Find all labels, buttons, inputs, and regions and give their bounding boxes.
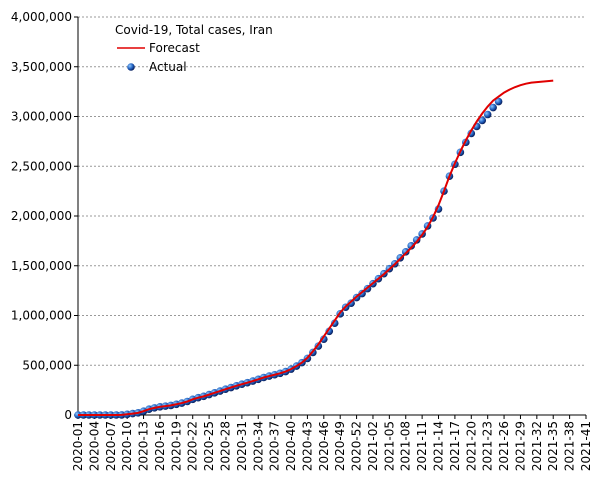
actual-point (494, 97, 503, 106)
x-tick-label: 2021-23 (481, 421, 495, 471)
x-tick-label: 2020-37 (268, 421, 282, 471)
y-tick-label: 3,000,000 (11, 110, 72, 124)
x-tick-label: 2021-05 (382, 421, 396, 471)
y-tick-label: 3,500,000 (11, 60, 72, 74)
x-tick-label: 2021-20 (464, 421, 478, 471)
x-tick-label: 2021-35 (546, 421, 560, 471)
actual-point (325, 327, 334, 336)
x-tick-label: 2020-01 (71, 421, 85, 471)
x-tick-label: 2021-32 (530, 421, 544, 471)
x-tick-label: 2021-17 (448, 421, 462, 471)
x-tick-label: 2020-46 (317, 421, 331, 471)
x-tick-label: 2020-40 (284, 421, 298, 471)
x-tick-label: 2021-08 (399, 421, 413, 471)
x-tick-label: 2020-52 (350, 421, 364, 471)
actual-point (489, 103, 497, 112)
x-tick-label: 2020-22 (186, 421, 200, 471)
x-tick-label: 2021-14 (432, 421, 446, 471)
y-tick-label: 4,000,000 (11, 10, 72, 24)
y-tick-label: 1,000,000 (11, 309, 72, 323)
x-tick-label: 2020-04 (87, 421, 101, 471)
x-tick-label: 2020-25 (202, 421, 216, 471)
legend-label: Actual (149, 60, 187, 74)
x-tick-label: 2020-10 (120, 421, 134, 471)
y-tick-label: 500,000 (22, 358, 72, 372)
actual-point (407, 242, 416, 250)
y-tick-label: 2,000,000 (11, 209, 72, 223)
y-tick-label: 0 (64, 408, 72, 422)
actual-point (320, 335, 328, 343)
x-tick-label: 2021-38 (563, 421, 577, 471)
x-tick-label: 2020-43 (300, 421, 314, 471)
x-tick-label: 2020-07 (104, 421, 118, 471)
x-tick-label: 2021-41 (579, 421, 593, 471)
legend-label: Forecast (149, 41, 200, 55)
x-tick-label: 2020-31 (235, 421, 249, 471)
chart-title: Covid-19, Total cases, Iran (115, 23, 273, 37)
y-tick-label: 2,500,000 (11, 159, 72, 173)
x-tick-label: 2020-16 (153, 421, 167, 471)
x-tick-label: 2021-29 (513, 421, 527, 471)
forecast-line (78, 79, 554, 416)
x-tick-label: 2021-26 (497, 421, 511, 471)
actual-point (483, 110, 492, 119)
x-tick-label: 2021-11 (415, 421, 429, 471)
x-tick-label: 2020-19 (169, 421, 183, 471)
legend-swatch (127, 63, 135, 71)
x-tick-label: 2020-34 (251, 421, 265, 471)
x-tick-label: 2020-13 (137, 421, 151, 471)
actual-point (330, 319, 339, 328)
y-tick-label: 1,500,000 (11, 259, 72, 273)
x-tick-label: 2020-28 (218, 421, 232, 471)
actual-point (478, 116, 487, 125)
actual-point (401, 248, 410, 256)
x-tick-label: 2020-49 (333, 421, 347, 471)
actual-point (347, 299, 355, 308)
x-tick-label: 2021-02 (366, 421, 380, 471)
